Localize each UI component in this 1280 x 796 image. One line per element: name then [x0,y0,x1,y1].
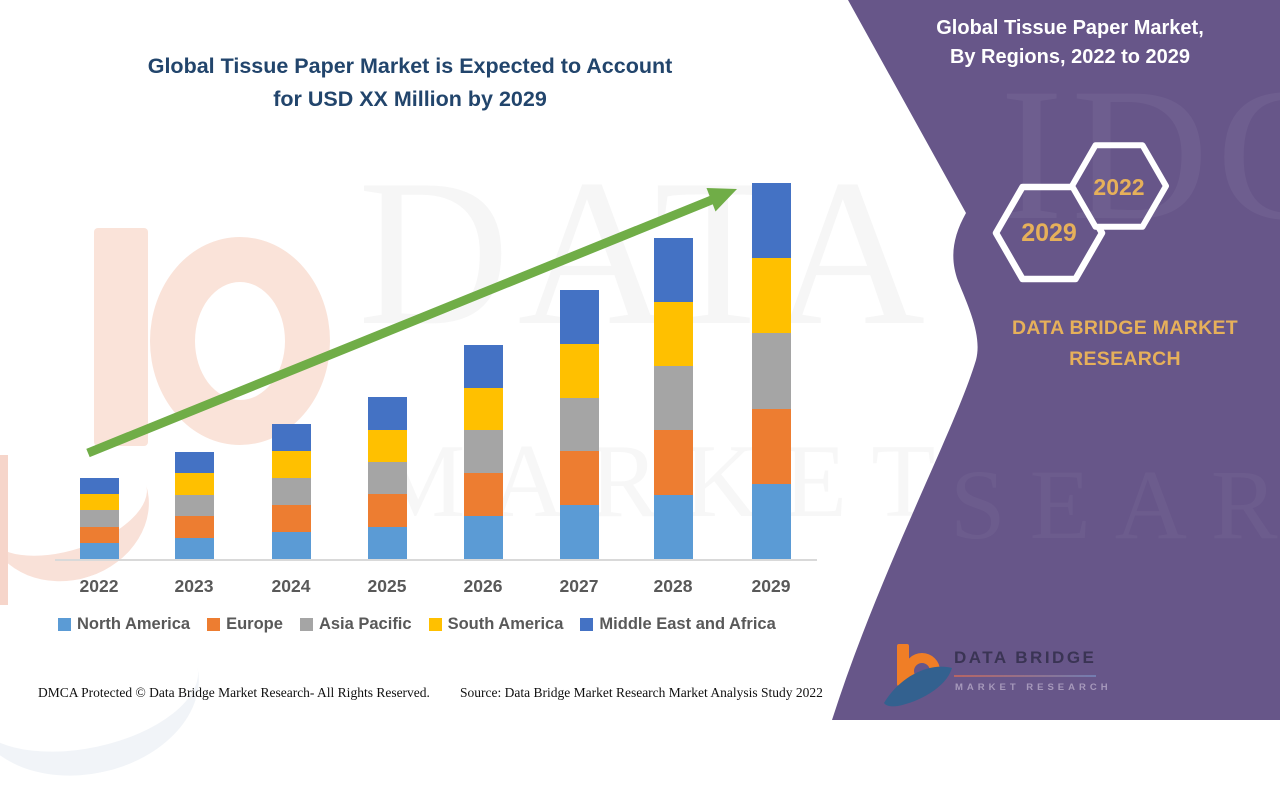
legend-swatch-icon [428,618,442,631]
bar-segment-2024-asia-pacific [271,477,311,505]
dmca-notice: DMCA Protected © Data Bridge Market Rese… [38,685,430,700]
side-panel-background [832,0,1280,720]
bar-segment-2029-south-america [751,258,791,334]
bar-segment-2025-asia-pacific [367,461,407,495]
bar-segment-2022-europe [79,526,119,543]
bar-segment-2025-middle-east-and-africa [367,397,407,430]
bar-segment-2028-middle-east-and-africa [653,237,693,302]
legend-swatch-icon [207,618,221,631]
x-axis-label-2029: 2029 [751,576,791,596]
hexagon-2022-icon [1069,142,1169,230]
chart-legend: North America Europe Asia Pacific South Ame… [58,615,776,634]
x-axis-label-2026: 2026 [463,576,503,596]
bar-segment-2027-south-america [559,343,599,398]
x-axis-label-2028: 2028 [653,576,693,596]
legend-label: Asia Pacific [318,615,412,633]
bar-segment-2022-north-america [79,542,119,559]
chart-title-line2: for USD XX Million by 2029 [273,87,547,111]
bar-segment-2029-asia-pacific [751,333,791,409]
bar-segment-2022-middle-east-and-africa [79,478,119,495]
bar-segment-2026-south-america [463,387,503,431]
bar-segment-2028-north-america [653,494,693,559]
bar-segment-2027-middle-east-and-africa [559,290,599,344]
bar-segment-2024-europe [271,504,311,532]
bar-segment-2029-europe [751,408,791,484]
bar-segment-2028-south-america [653,301,693,367]
bar-segment-2026-asia-pacific [463,430,503,474]
legend-label: South America [447,615,564,633]
chart-title-line1: Global Tissue Paper Market is Expected t… [147,54,673,78]
bar-segment-2028-europe [653,430,693,495]
dbmr-logo-icon [884,644,952,707]
bar-segment-2027-asia-pacific [559,397,599,452]
legend-label: North America [77,615,191,633]
bar-segment-2025-south-america [367,429,407,462]
x-axis-label-2025: 2025 [367,576,407,596]
legend-item-north-america: North America [58,615,190,634]
bar-segment-2029-north-america [751,483,791,559]
bar-segment-2026-north-america [463,516,503,559]
legend-swatch-icon [299,618,313,631]
bar-segment-2023-asia-pacific [174,494,214,517]
x-axis-label-2023: 2023 [174,576,214,596]
chart-title: Global Tissue Paper Market is Expected t… [55,50,765,116]
bar-segment-2022-asia-pacific [79,510,119,527]
legend-label: Europe [226,615,283,633]
bar-segment-2029-middle-east-and-africa [751,183,791,259]
x-axis-label-2027: 2027 [559,576,599,596]
bar-segment-2023-south-america [174,473,214,495]
bar-segment-2023-north-america [174,537,214,559]
x-axis-label-2022: 2022 [79,576,119,596]
bar-segment-2023-europe [174,516,214,538]
legend-item-middle-east-and-africa: Middle East and Africa [580,615,776,634]
legend-item-south-america: South America [428,615,564,634]
bar-segment-2026-middle-east-and-africa [463,344,503,388]
bar-segment-2025-north-america [367,526,407,559]
legend-item-asia-pacific: Asia Pacific [299,615,412,634]
bar-segment-2028-asia-pacific [653,366,693,431]
bar-segment-2022-south-america [79,494,119,511]
bar-segment-2023-middle-east-and-africa [174,451,214,474]
legend-swatch-icon [580,618,594,631]
bar-segment-2025-europe [367,494,407,527]
bar-segment-2027-europe [559,451,599,506]
x-axis-line [55,559,817,561]
legend-swatch-icon [58,618,71,631]
legend-item-europe: Europe [207,615,283,634]
bar-segment-2027-north-america [559,505,599,559]
legend-label: Middle East and Africa [599,615,776,633]
source-note: Source: Data Bridge Market Research Mark… [460,685,823,700]
bar-segment-2024-north-america [271,531,311,559]
bar-segment-2026-europe [463,473,503,517]
x-axis-label-2024: 2024 [271,576,311,596]
bar-segment-2024-south-america [271,450,311,478]
